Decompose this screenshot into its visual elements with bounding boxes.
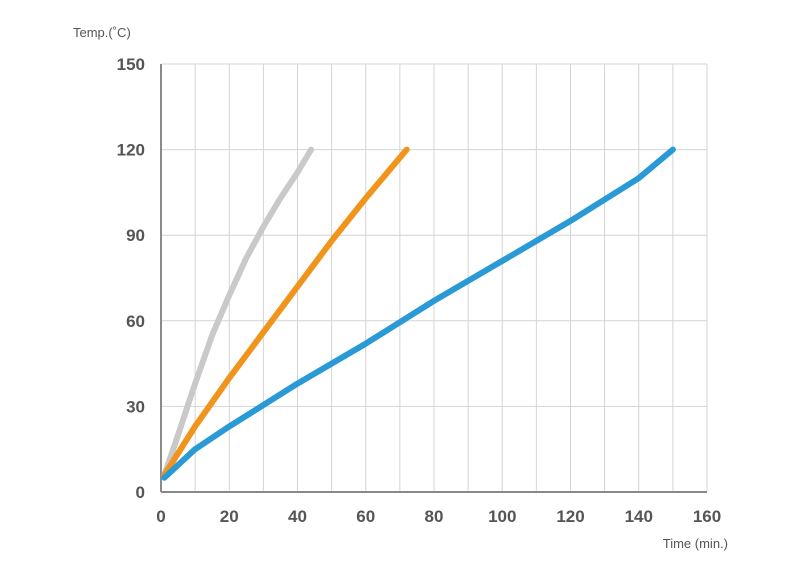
y-tick-label: 120 <box>117 141 145 160</box>
x-tick-label: 80 <box>425 507 444 526</box>
series-line-1 <box>161 146 315 478</box>
x-tick-label: 60 <box>356 507 375 526</box>
y-tick-label: 150 <box>117 55 145 74</box>
axes <box>160 64 707 493</box>
x-tick-label: 40 <box>288 507 307 526</box>
y-axis-title: Temp.(˚C) <box>73 25 131 40</box>
tick-labels: 0 20 40 60 80 100 120 140 160 0 30 60 90 120 150 <box>117 55 722 526</box>
y-tick-label: 60 <box>126 312 145 331</box>
x-tick-label: 140 <box>625 507 653 526</box>
x-tick-label: 0 <box>156 507 165 526</box>
x-tick-label: 160 <box>693 507 721 526</box>
series-line-2 <box>161 146 410 478</box>
x-tick-label: 120 <box>556 507 584 526</box>
series-line-3 <box>161 146 676 481</box>
series-lines <box>161 146 676 481</box>
y-tick-label: 30 <box>126 397 145 416</box>
x-tick-label: 100 <box>488 507 516 526</box>
y-tick-label: 90 <box>126 226 145 245</box>
x-axis-title: Time (min.) <box>663 536 728 551</box>
grid <box>161 63 708 492</box>
y-tick-label: 0 <box>136 483 145 502</box>
x-tick-label: 20 <box>220 507 239 526</box>
